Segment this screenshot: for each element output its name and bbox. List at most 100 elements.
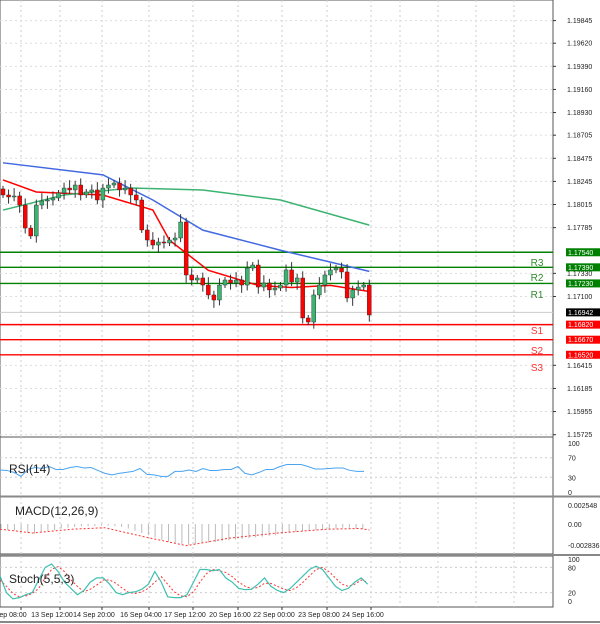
candle-bearish bbox=[189, 274, 194, 281]
candle-bullish bbox=[56, 192, 61, 199]
stoch-axis-label: 80 bbox=[568, 565, 576, 572]
price-label: 1.18475 bbox=[567, 156, 592, 163]
candle-bearish bbox=[211, 294, 217, 301]
price-label: 1.19845 bbox=[567, 18, 592, 25]
candle-bullish bbox=[294, 277, 300, 283]
candle-bearish bbox=[128, 187, 133, 196]
candle-bullish bbox=[34, 204, 39, 237]
candle-bullish bbox=[322, 274, 328, 286]
candle-bearish bbox=[133, 194, 139, 201]
level-tag-value: 1.16820 bbox=[568, 322, 593, 329]
candle-bullish bbox=[222, 279, 228, 286]
price-label: 1.15955 bbox=[567, 409, 592, 416]
candle-bullish bbox=[61, 187, 67, 194]
time-label: 13 Sep 12:00 bbox=[31, 612, 73, 619]
macd-title: MACD(12,26,9) bbox=[15, 504, 98, 518]
time-label: 17 Sep 12:00 bbox=[164, 612, 206, 619]
candle-bullish bbox=[178, 221, 183, 239]
candle-bullish bbox=[45, 199, 50, 202]
level-tag-bg bbox=[566, 335, 600, 344]
candle-bearish bbox=[200, 277, 206, 286]
level-tag-bg bbox=[566, 320, 600, 329]
level-tag-bg bbox=[566, 263, 600, 272]
moving-average-line bbox=[2, 162, 370, 273]
level-label: S1 bbox=[531, 326, 544, 337]
price-label: 1.17100 bbox=[567, 294, 592, 301]
candle-bearish bbox=[300, 277, 305, 319]
level-tag-bg bbox=[566, 248, 600, 257]
stoch-axis-label: 100 bbox=[568, 557, 580, 564]
candle-bearish bbox=[6, 194, 11, 198]
time-label: 14 Sep 20:00 bbox=[73, 612, 115, 619]
candle-bearish bbox=[339, 267, 344, 273]
price-label: 1.18015 bbox=[567, 202, 592, 209]
level-tag-value: 1.17390 bbox=[568, 265, 593, 272]
time-label: 20 Sep 16:00 bbox=[209, 612, 251, 619]
candle-bearish bbox=[95, 189, 100, 201]
time-label: 23 Sep 08:00 bbox=[298, 612, 340, 619]
price-label: 1.16415 bbox=[567, 363, 592, 370]
candle-bullish bbox=[111, 182, 117, 186]
rsi-line bbox=[0, 464, 364, 477]
level-tag-value: 1.16670 bbox=[568, 337, 593, 344]
rsi-axis-label: 100 bbox=[568, 441, 580, 448]
stoch-title: Stoch(5,5,3) bbox=[9, 572, 74, 586]
candle-bullish bbox=[84, 191, 89, 196]
candle-bullish bbox=[100, 187, 106, 201]
candle-bearish bbox=[139, 199, 144, 231]
rsi-axis-label: 70 bbox=[568, 456, 576, 463]
level-tag-value: 1.17230 bbox=[568, 281, 593, 288]
price-label: 1.17785 bbox=[567, 225, 592, 232]
price-label: 1.16185 bbox=[567, 386, 592, 393]
candle-bearish bbox=[28, 227, 33, 237]
macd-axis-label: 0.002548 bbox=[568, 503, 597, 510]
candle-bullish bbox=[278, 284, 283, 289]
level-tag-bg bbox=[566, 350, 600, 359]
price-label: 1.18705 bbox=[567, 133, 592, 140]
level-label: S3 bbox=[531, 363, 544, 374]
candle-bearish bbox=[289, 269, 294, 283]
candle-bearish bbox=[0, 188, 6, 196]
candle-bullish bbox=[272, 287, 278, 291]
candle-bullish bbox=[333, 267, 339, 271]
candle-bullish bbox=[50, 197, 56, 201]
stoch-main-line bbox=[0, 563, 369, 600]
candle-bearish bbox=[239, 279, 244, 286]
macd-axis-label: -0.002836 bbox=[568, 543, 600, 550]
candle-bullish bbox=[317, 284, 322, 296]
panel-frame-3 bbox=[0, 555, 554, 608]
candle-bullish bbox=[195, 277, 200, 281]
candle-bullish bbox=[156, 241, 161, 246]
candle-bearish bbox=[78, 184, 83, 196]
price-label: 1.19620 bbox=[567, 41, 592, 48]
candle-bullish bbox=[361, 284, 366, 288]
price-label: 1.15725 bbox=[567, 432, 592, 439]
candle-bearish bbox=[150, 239, 156, 246]
candle-bullish bbox=[167, 239, 172, 244]
candle-bearish bbox=[17, 195, 22, 206]
candle-bullish bbox=[233, 279, 239, 284]
candle-bearish bbox=[145, 229, 150, 241]
candle-bearish bbox=[183, 221, 189, 276]
level-tag-value: 1.16520 bbox=[568, 352, 593, 359]
price-label: 1.19160 bbox=[567, 87, 592, 94]
candle-bullish bbox=[356, 286, 361, 291]
current-price-tag: 1.16942 bbox=[568, 310, 593, 317]
candle-bullish bbox=[217, 284, 222, 301]
moving-average-line bbox=[2, 187, 370, 226]
stoch-signal-line bbox=[0, 565, 368, 598]
candle-bearish bbox=[117, 182, 122, 191]
candle-bearish bbox=[161, 241, 167, 244]
time-label: ep 08:00 bbox=[0, 612, 27, 619]
panel-frame-0 bbox=[0, 0, 554, 438]
rsi-axis-label: 0 bbox=[568, 490, 572, 497]
price-label: 1.17330 bbox=[567, 271, 592, 278]
time-label: 22 Sep 00:00 bbox=[253, 612, 295, 619]
macd-signal-line bbox=[0, 527, 370, 547]
candle-bearish bbox=[367, 284, 372, 316]
level-tag-bg bbox=[566, 279, 600, 288]
time-label: 16 Sep 04:00 bbox=[120, 612, 162, 619]
candle-bullish bbox=[244, 267, 250, 286]
price-label: 1.18245 bbox=[567, 179, 592, 186]
level-tag-value: 1.17540 bbox=[568, 250, 593, 257]
